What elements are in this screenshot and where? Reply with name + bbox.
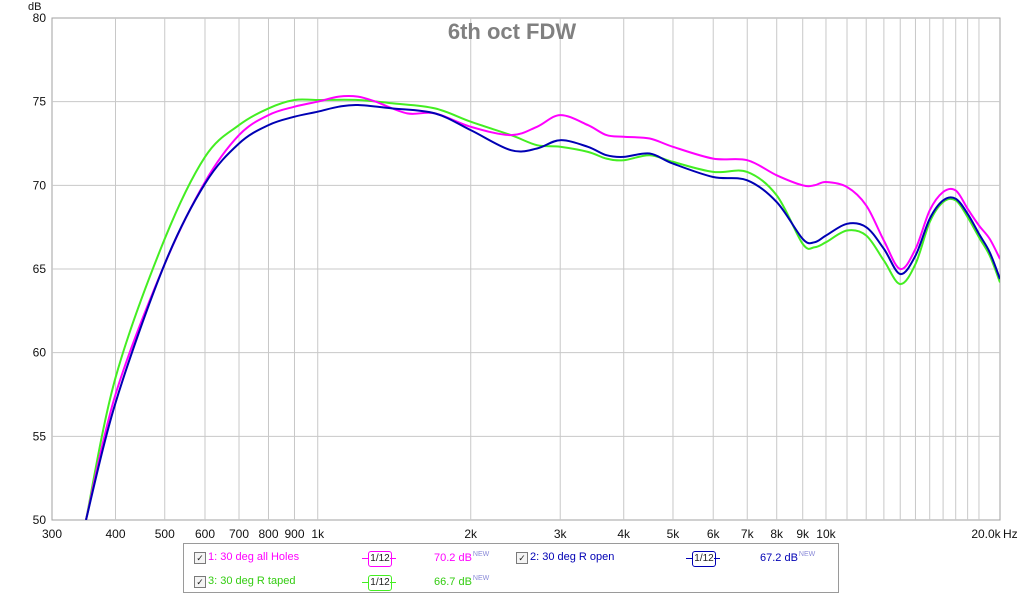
- series-line-2: [85, 103, 1000, 520]
- legend-checkbox-2[interactable]: ✓: [516, 552, 528, 564]
- x-tick-label: 900: [284, 527, 304, 541]
- level-tag-2: NEW: [798, 551, 816, 558]
- y-tick-label: 70: [33, 178, 47, 192]
- x-tick-label: 3k: [554, 527, 568, 541]
- legend-label-1: 1: 30 deg all Holes: [208, 551, 300, 563]
- x-tick-label: 6k: [707, 527, 721, 541]
- smoothing-line-right-2: [714, 558, 720, 559]
- y-tick-labels: 50 55 60 65 70 75 80: [33, 11, 47, 527]
- smoothing-line-right-1: [390, 558, 396, 559]
- y-tick-label: 75: [33, 95, 47, 109]
- smoothing-label-2: 1/12: [692, 551, 716, 567]
- level-readout-1: 70.2 dBNEW: [434, 551, 490, 564]
- y-tick-label: 65: [33, 262, 47, 276]
- x-tick-labels: 300 400 500 600 700 800 900 1k 2k 3k 4k 5k 6k 7k 8k 9k 1…: [42, 527, 1002, 541]
- y-tick-label: 50: [33, 513, 47, 527]
- grid: [52, 18, 1000, 520]
- smoothing-control-2[interactable]: 1/12: [686, 551, 720, 567]
- smoothing-label-3: 1/12: [368, 575, 392, 591]
- smoothing-control-3[interactable]: 1/12: [362, 575, 396, 591]
- x-tick-label: 800: [258, 527, 278, 541]
- level-value-2: 67.2 dB: [760, 552, 798, 564]
- smoothing-line-right-3: [390, 582, 396, 583]
- x-axis-unit: Hz: [1003, 527, 1018, 541]
- level-value-3: 66.7 dB: [434, 576, 472, 588]
- x-tick-label: 7k: [741, 527, 755, 541]
- level-readout-3: 66.7 dBNEW: [434, 575, 490, 588]
- smoothing-label-1: 1/12: [368, 551, 392, 567]
- level-tag-1: NEW: [472, 551, 490, 558]
- x-tick-label: 500: [155, 527, 175, 541]
- x-tick-label: 600: [195, 527, 215, 541]
- level-tag-3: NEW: [472, 575, 490, 582]
- x-tick-label: 4k: [617, 527, 631, 541]
- x-tick-label: 10k: [816, 527, 836, 541]
- legend-label-2: 2: 30 deg R open: [530, 551, 615, 563]
- legend: ✓ 1: 30 deg all Holes 1/12 70.2 dBNEW ✓ …: [183, 543, 839, 593]
- series-line-1: [85, 95, 1000, 520]
- chart: 300 400 500 600 700 800 900 1k 2k 3k 4k 5k 6k 7k 8k 9k 1…: [28, 1, 1018, 541]
- smoothing-line-left-2: [686, 558, 692, 559]
- x-tick-label: 2k: [464, 527, 478, 541]
- level-readout-2: 67.2 dBNEW: [760, 551, 816, 564]
- legend-checkbox-1[interactable]: ✓: [194, 552, 206, 564]
- level-value-1: 70.2 dB: [434, 552, 472, 564]
- x-tick-label: 5k: [667, 527, 681, 541]
- x-tick-label: 700: [229, 527, 249, 541]
- series-line-3: [85, 98, 1000, 520]
- smoothing-line-left-3: [362, 582, 368, 583]
- legend-label-3: 3: 30 deg R taped: [208, 575, 296, 587]
- y-axis-unit: dB: [28, 1, 41, 13]
- x-tick-label: 1k: [311, 527, 325, 541]
- smoothing-control-1[interactable]: 1/12: [362, 551, 396, 567]
- y-tick-label: 80: [33, 11, 47, 25]
- chart-title: 6th oct FDW: [448, 19, 577, 44]
- y-tick-label: 60: [33, 346, 47, 360]
- series-lines: [85, 95, 1000, 520]
- y-tick-label: 55: [33, 429, 47, 443]
- x-tick-label: 400: [105, 527, 125, 541]
- x-tick-label: 8k: [770, 527, 784, 541]
- x-tick-label: 20.0k: [971, 527, 1001, 541]
- x-tick-label: 9k: [796, 527, 810, 541]
- smoothing-line-left-1: [362, 558, 368, 559]
- legend-checkbox-3[interactable]: ✓: [194, 576, 206, 588]
- x-tick-label: 300: [42, 527, 62, 541]
